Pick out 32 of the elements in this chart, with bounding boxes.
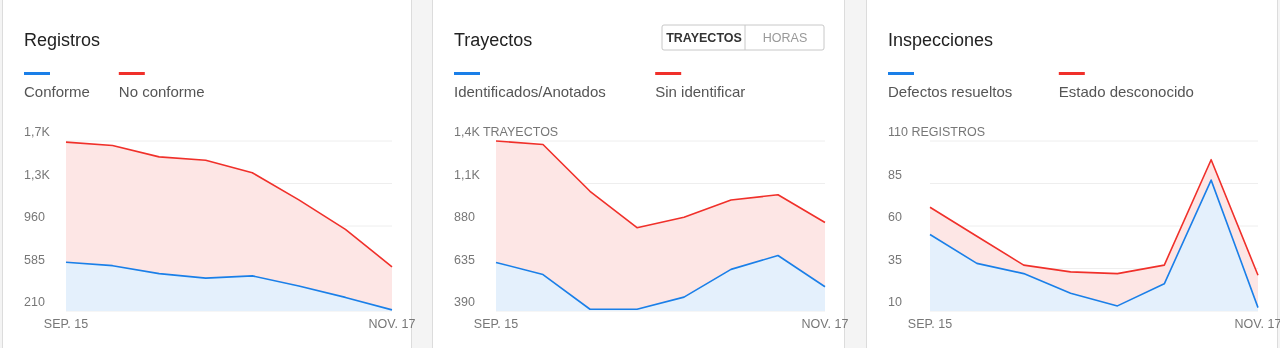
- y-tick-label: 110 REGISTROS: [888, 125, 986, 139]
- y-tick-label: 390: [454, 295, 475, 309]
- y-tick-label: 210: [24, 295, 45, 309]
- legend-label: No conforme: [118, 83, 205, 100]
- chart-title: Trayectos: [454, 30, 533, 50]
- y-tick-label: 880: [454, 210, 475, 224]
- y-tick-label: 85: [888, 167, 902, 182]
- x-tick-label: SEP. 15: [43, 317, 89, 331]
- legend-label: Sin identificar: [655, 83, 746, 100]
- y-tick-label: 10: [888, 295, 902, 309]
- y-tick-label: 1,1K: [454, 167, 481, 182]
- y-tick-label: 1,4K TRAYECTOS: [454, 125, 559, 139]
- y-tick-label: 635: [454, 252, 475, 267]
- chart-title: Inspecciones: [888, 30, 994, 50]
- x-tick-label: SEP. 15: [473, 317, 519, 331]
- legend-label: Estado desconocido: [1058, 83, 1194, 100]
- y-tick-label: 35: [888, 252, 902, 267]
- y-tick-label: 60: [888, 210, 902, 224]
- legend-label: Identificados/Anotados: [454, 83, 606, 100]
- x-tick-label: NOV. 17: [1234, 317, 1280, 331]
- x-tick-label: NOV. 17: [801, 317, 849, 331]
- x-tick-label: NOV. 17: [368, 317, 416, 331]
- text: TRAYECTOS: [666, 31, 742, 45]
- y-tick-label: 960: [24, 210, 45, 224]
- legend-label: Defectos resueltos: [888, 83, 1013, 100]
- x-tick-label: SEP. 15: [907, 317, 953, 331]
- y-tick-label: 1,3K: [24, 167, 51, 182]
- y-tick-label: 1,7K: [24, 125, 51, 139]
- chart-title: Registros: [24, 30, 101, 50]
- y-tick-label: 585: [24, 252, 45, 267]
- legend-label: Conforme: [24, 83, 90, 100]
- text: HORAS: [762, 31, 808, 45]
